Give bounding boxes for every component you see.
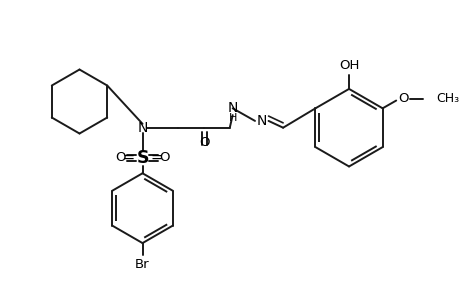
Text: N: N (137, 121, 147, 135)
Text: CH₃: CH₃ (435, 92, 458, 105)
Text: =: = (123, 150, 135, 165)
Text: N: N (256, 114, 266, 128)
Text: O: O (398, 92, 409, 105)
Text: N: N (227, 101, 237, 115)
Text: Br: Br (135, 258, 150, 271)
Text: =: = (150, 150, 162, 165)
Text: S: S (136, 149, 148, 167)
Text: O: O (115, 151, 125, 164)
Text: OH: OH (338, 59, 358, 72)
Text: O: O (159, 151, 170, 164)
Text: O: O (199, 136, 209, 149)
Text: H: H (228, 113, 236, 123)
